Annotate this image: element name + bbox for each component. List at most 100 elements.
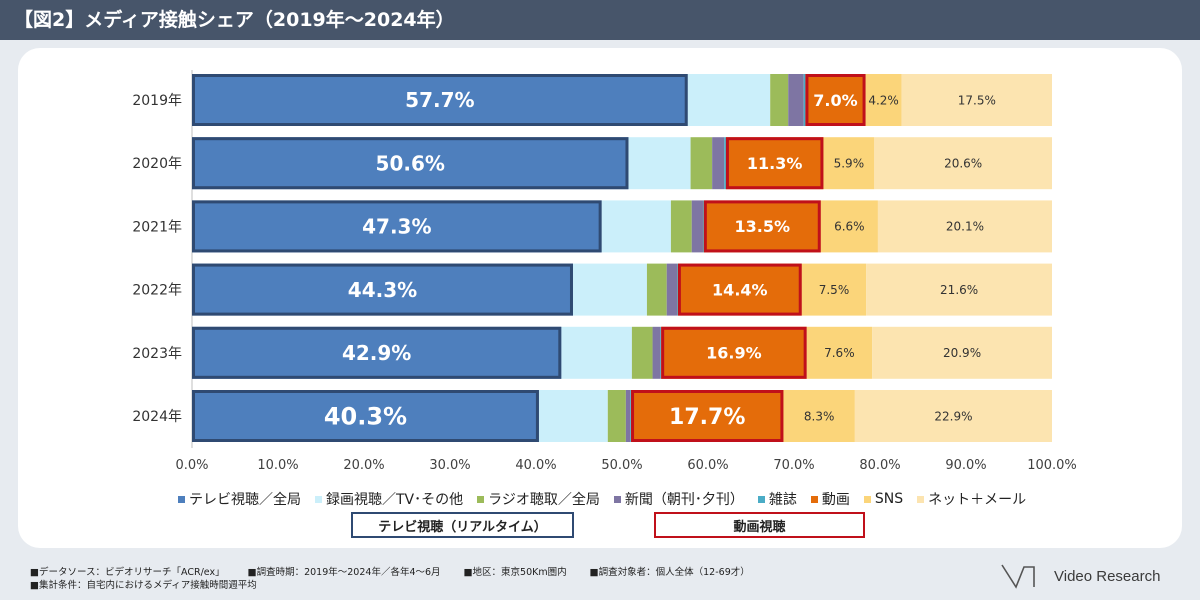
legend-item-video: 動画 [810,489,850,509]
footer-area: ■地区：東京50Km圏内 [463,567,567,578]
data-label: 17.7% [669,405,745,430]
category-label: 2020年 [132,156,182,172]
highlight-frame [192,200,602,253]
bar-segment [725,137,824,190]
bar-segment [631,326,653,379]
highlight-frame [192,137,629,190]
bar-segment [690,137,713,190]
legend-label: 動画 [821,492,850,508]
category-label: 2024年 [132,409,182,425]
legend-label: ラジオ聴取／全局 [488,492,600,508]
data-label: 14.4% [712,280,768,299]
bar-segment [677,263,678,316]
legend-swatch [315,495,322,503]
bar-segment [538,390,608,442]
data-label: 20.9% [943,346,981,360]
highlight-frame [192,390,539,442]
bar-segment [646,263,667,316]
bar-segment [872,326,1052,379]
highlight-frame [703,200,821,253]
bar-segment [192,74,688,126]
legend-swatch [810,495,818,503]
data-label: 42.9% [342,341,411,365]
legend-swatch [863,495,871,503]
data-label: 7.5% [819,283,850,297]
highlight-frame [661,326,807,379]
bar-segment [712,137,725,190]
legend-label: 新聞（朝刊･夕刊） [624,492,744,508]
bar-segment [670,200,692,253]
bar-segment [801,263,867,316]
legend-item-radio: ラジオ聴取／全局 [477,489,600,509]
legend-swatch [178,495,185,503]
video-viewing-group-label: 動画視聴 [654,512,865,538]
video-research-logo: Video Research [1000,563,1160,589]
category-label: 2022年 [132,283,182,299]
x-tick-label: 70.0% [773,458,814,473]
bar-segment [901,74,1052,126]
bar-segment [691,200,703,253]
category-label: 2021年 [132,219,182,235]
bar-segment [770,74,789,126]
x-tick-label: 20.0% [343,458,384,473]
legend-item-magazine: 雑誌 [757,489,797,509]
bar-segment [874,137,1052,190]
bar-segment [572,263,647,316]
x-tick-label: 40.0% [515,458,556,473]
bar-segment [823,137,875,190]
legend-swatch [757,495,765,503]
bar-segment [724,137,726,190]
logo-text: Video Research [1054,567,1161,585]
legend-label: SNS [874,491,904,507]
bar-segment [866,263,1052,316]
highlight-frame [725,137,824,190]
legend-swatch [613,495,621,503]
bar-segment [628,137,691,190]
footer-condition: ■集計条件：自宅内におけるメディア接触時間週平均 [30,580,257,591]
bar-segment [192,200,602,253]
bar-segment [803,74,806,126]
legend-label: ネット＋メール [928,492,1027,508]
bar-segment [561,326,632,379]
bar-segment [820,200,878,253]
highlight-frame [805,74,866,126]
data-label: 16.9% [706,344,762,363]
bar-segment [877,200,1052,253]
footer-period: ■調査時期：2019年～2024年／各年4～6月 [247,567,441,578]
data-label: 13.5% [735,217,791,236]
bar-segment [661,326,807,379]
bar-segment [192,326,562,379]
bar-segment [652,326,661,379]
highlight-frame [192,263,573,316]
data-label: 20.1% [946,220,984,234]
bar-segment [687,74,771,126]
bar-segment [854,390,1052,442]
legend-item-newspaper: 新聞（朝刊･夕刊） [613,489,744,509]
legend: テレビ視聴／全局 録画視聴／TV･その他 ラジオ聴取／全局 新聞（朝刊･夕刊） … [178,489,1078,509]
bar-segment [192,390,539,442]
data-label: 47.3% [362,215,431,239]
x-tick-label: 60.0% [687,458,728,473]
bar-segment [788,74,804,126]
x-tick-label: 80.0% [859,458,900,473]
bar-segment [631,390,784,442]
bar-segment [865,74,902,126]
legend-swatch [917,495,925,503]
highlight-frame [192,74,688,126]
highlight-frame [192,326,562,379]
bar-segment [625,390,631,442]
data-label: 8.3% [804,409,835,423]
x-tick-label: 10.0% [257,458,298,473]
bar-segment [192,263,573,316]
tv-realtime-group-label: テレビ視聴（リアルタイム） [351,512,574,538]
data-label: 20.6% [944,157,982,171]
footer-target: ■調査対象者：個人全体（12-69才） [589,567,750,578]
x-tick-label: 0.0% [175,458,208,473]
data-label: 44.3% [348,278,417,302]
bar-segment [607,390,626,442]
data-label: 7.0% [813,91,857,110]
footer-source: ■データソース：ビデオリサーチ「ACR/ex」 [30,567,225,578]
data-label: 6.6% [834,220,865,234]
x-tick-label: 100.0% [1027,458,1077,473]
footer-notes: ■データソース：ビデオリサーチ「ACR/ex」 ■調査時期：2019年～2024… [30,564,770,578]
